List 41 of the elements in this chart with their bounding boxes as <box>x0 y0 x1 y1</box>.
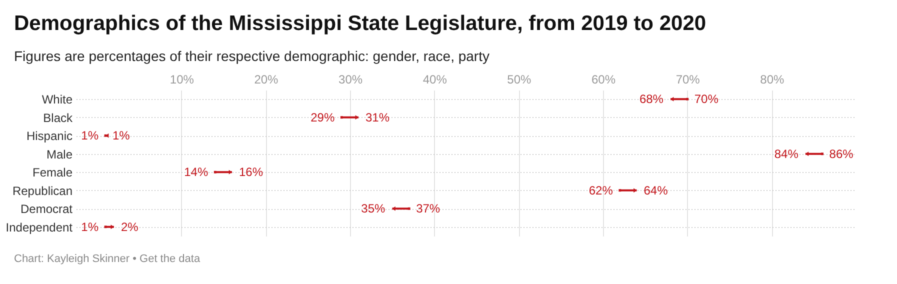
y-tick-label: Hispanic <box>26 129 72 144</box>
y-tick-label: Black <box>43 110 74 125</box>
x-tick-label: 10% <box>170 72 194 86</box>
y-tick-label: Male <box>46 147 73 162</box>
data-label: 29% <box>310 110 335 124</box>
chart-subtitle: Figures are percentages of their respective demographic: gender, race, party <box>14 48 490 64</box>
data-label: 35% <box>361 202 386 216</box>
point <box>618 189 622 192</box>
point <box>408 207 410 210</box>
data-label: 31% <box>365 110 390 124</box>
data-label: 37% <box>416 202 440 216</box>
x-tick-label: 70% <box>676 72 700 86</box>
y-tick-label: Independent <box>6 220 74 234</box>
data-label: 70% <box>694 92 719 106</box>
text: Chart: Kayleigh Skinner • Get the data <box>14 253 200 265</box>
y-tick-label: Democrat <box>20 202 74 216</box>
x-tick-label: 80% <box>760 72 785 86</box>
point <box>214 170 216 174</box>
data-label: 84% <box>774 146 799 161</box>
data-label: 62% <box>588 183 614 198</box>
data-label: 16% <box>239 165 264 180</box>
point <box>340 116 343 119</box>
data-label: 68% <box>639 92 664 106</box>
data-label: 86% <box>829 146 854 161</box>
point <box>392 206 396 211</box>
y-tick-label: Republican <box>12 184 72 198</box>
data-label: 14% <box>184 165 208 180</box>
x-tick-label: 40% <box>422 72 448 86</box>
data-label: 1% <box>81 128 99 143</box>
x-tick-label: 30% <box>338 72 363 86</box>
point <box>686 98 689 100</box>
data-label: 64% <box>644 183 668 198</box>
data-label: 2% <box>120 220 139 234</box>
x-tick-label: 50% <box>507 72 532 86</box>
data-label: 1% <box>81 220 99 234</box>
y-tick-label: Female <box>32 166 73 180</box>
chart-title: Demographics of the Mississippi State Legislature, from 2019 to 2020 <box>14 12 706 36</box>
x-tick-label: 60% <box>592 72 616 86</box>
data-label: 1% <box>112 128 130 143</box>
y-tick-label: White <box>42 92 73 107</box>
x-tick-label: 20% <box>254 72 279 86</box>
